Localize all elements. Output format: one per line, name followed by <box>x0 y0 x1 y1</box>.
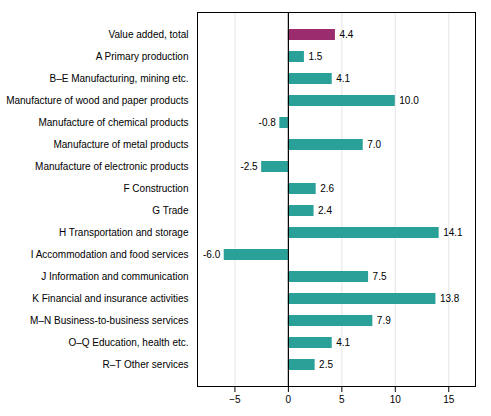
svg-text:M–N Business-to-business servi: M–N Business-to-business services <box>30 315 188 326</box>
svg-text:Value added, total: Value added, total <box>109 29 189 40</box>
svg-text:Manufacture of metal products: Manufacture of metal products <box>53 139 188 150</box>
svg-text:-2.5: -2.5 <box>240 161 258 172</box>
svg-text:7.9: 7.9 <box>377 315 391 326</box>
svg-text:F Construction: F Construction <box>123 183 188 194</box>
svg-text:R–T Other services: R–T Other services <box>103 359 189 370</box>
svg-text:I Accommodation and food servi: I Accommodation and food services <box>31 249 189 260</box>
svg-text:B–E Manufacturing, mining etc.: B–E Manufacturing, mining etc. <box>50 73 189 84</box>
svg-text:-6.0: -6.0 <box>203 249 221 260</box>
svg-text:4.1: 4.1 <box>336 337 350 348</box>
svg-text:2.6: 2.6 <box>320 183 334 194</box>
svg-text:10: 10 <box>390 394 402 405</box>
svg-text:14.1: 14.1 <box>443 227 463 238</box>
svg-text:15: 15 <box>443 394 455 405</box>
svg-text:0: 0 <box>286 394 292 405</box>
svg-text:1.5: 1.5 <box>308 51 322 62</box>
svg-text:5: 5 <box>339 394 345 405</box>
svg-text:13.8: 13.8 <box>440 293 460 304</box>
svg-text:Manufacture of wood and paper: Manufacture of wood and paper products <box>6 95 188 106</box>
svg-text:K Financial and insurance acti: K Financial and insurance activities <box>32 293 188 304</box>
svg-text:7.5: 7.5 <box>373 271 387 282</box>
svg-text:-0.8: -0.8 <box>259 117 277 128</box>
svg-text:−5: −5 <box>229 394 241 405</box>
svg-text:G Trade: G Trade <box>152 205 189 216</box>
svg-text:4.4: 4.4 <box>339 29 353 40</box>
svg-text:Manufacture of electronic prod: Manufacture of electronic products <box>35 161 188 172</box>
svg-text:H Transportation and storage: H Transportation and storage <box>59 227 189 238</box>
svg-text:10.0: 10.0 <box>399 95 419 106</box>
svg-text:2.5: 2.5 <box>319 359 333 370</box>
svg-text:7.0: 7.0 <box>367 139 381 150</box>
svg-text:4.1: 4.1 <box>336 73 350 84</box>
svg-text:O–Q Education, health etc.: O–Q Education, health etc. <box>68 337 188 348</box>
svg-text:Manufacture of chemical produc: Manufacture of chemical products <box>38 117 188 128</box>
svg-text:J Information and communicatio: J Information and communication <box>41 271 188 282</box>
svg-text:2.4: 2.4 <box>318 205 332 216</box>
svg-text:A Primary production: A Primary production <box>96 51 189 62</box>
